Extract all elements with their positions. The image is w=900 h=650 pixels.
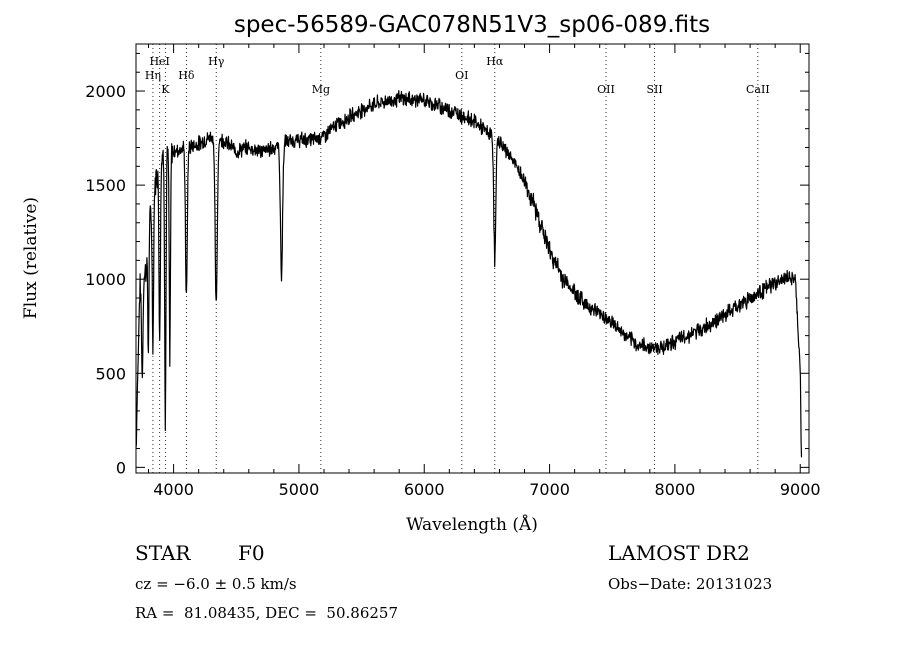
line-label: Hγ — [208, 55, 225, 68]
observation-date: Obs−Date: 20131023 — [608, 575, 773, 593]
y-tick-label: 500 — [95, 364, 126, 383]
x-axis-label: Wavelength (Å) — [406, 514, 538, 535]
y-tick-label: 2000 — [85, 82, 126, 101]
spectrum-line — [135, 89, 803, 458]
spectral-subclass: F0 — [238, 541, 265, 565]
x-tick-label: 5000 — [279, 480, 320, 499]
redshift-velocity: cz = −6.0 ± 0.5 km/s — [135, 575, 297, 593]
x-tick-label: 4000 — [153, 480, 194, 499]
plot-frame — [135, 43, 810, 474]
y-tick-label: 1500 — [85, 176, 126, 195]
x-tick-label: 9000 — [780, 480, 821, 499]
chart-title: spec-56589-GAC078N51V3_sp06-089.fits — [234, 12, 710, 38]
survey-name: LAMOST DR2 — [608, 541, 750, 565]
line-label: Hδ — [178, 69, 195, 82]
chart-marks: 4000 5000 6000 7000 8000 9000 0 500 1000 1500 2000… — [85, 44, 821, 499]
y-axis-label: Flux (relative) — [21, 197, 41, 319]
line-label: Mg — [312, 83, 330, 96]
line-label: Hα — [486, 55, 504, 68]
line-label: Hη — [145, 69, 161, 82]
line-label: CaII — [746, 83, 770, 96]
sky-coordinates: RA = 81.08435, DEC = 50.86257 — [135, 604, 399, 622]
y-tick-label: 0 — [116, 458, 126, 477]
line-label: OII — [597, 83, 615, 96]
x-tick-label: 6000 — [404, 480, 445, 499]
line-label: HeI — [149, 55, 169, 68]
object-type: STAR — [135, 541, 191, 565]
line-label: SII — [646, 83, 662, 96]
line-label: K — [161, 83, 170, 96]
x-tick-label: 7000 — [529, 480, 570, 499]
x-tick-label: 8000 — [655, 480, 696, 499]
y-tick-label: 1000 — [85, 270, 126, 289]
line-label: OI — [455, 69, 468, 82]
